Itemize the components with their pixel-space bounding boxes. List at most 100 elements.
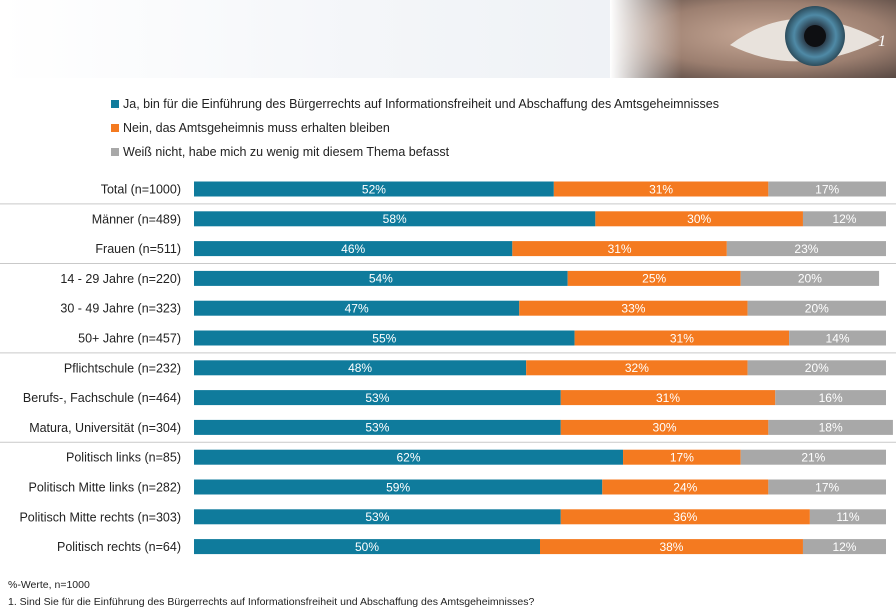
chart-legend: Ja, bin für die Einführung des Bürgerrec… — [111, 92, 719, 164]
data-label-no: 31% — [608, 242, 632, 256]
legend-item-unknown: Weiß nicht, habe mich zu wenig mit diese… — [111, 140, 719, 164]
data-label-yes: 46% — [341, 242, 365, 256]
row-label: 50+ Jahre (n=457) — [78, 332, 181, 346]
page-number: 1 — [878, 33, 886, 50]
data-label-yes: 54% — [369, 272, 393, 286]
row-label: Politisch Mitte rechts (n=303) — [19, 510, 181, 524]
data-label-no: 25% — [642, 272, 666, 286]
bar-segment-unknown — [802, 539, 886, 555]
data-label-no: 31% — [656, 391, 680, 405]
bar-segment-unknown — [747, 300, 886, 316]
row-label: Matura, Universität (n=304) — [29, 421, 181, 435]
bar-segment-no — [540, 539, 803, 555]
bar-segment-unknown — [775, 390, 886, 406]
bar-segment-unknown — [789, 330, 886, 346]
bar-segment-unknown — [747, 360, 886, 376]
data-label-unknown: 18% — [819, 421, 843, 435]
row-label: Politisch links (n=85) — [66, 451, 181, 465]
data-label-unknown: 20% — [798, 272, 822, 286]
bar-segment-unknown — [768, 479, 886, 495]
row-label: Pflichtschule (n=232) — [64, 361, 181, 375]
data-label-unknown: 21% — [801, 451, 825, 465]
stacked-bar-chart: Total (n=1000) 52% 31% 17% Männer (n=489) 58%… — [0, 181, 896, 555]
legend-label-unknown: Weiß nicht, habe mich zu wenig mit diese… — [123, 145, 450, 159]
row-label: 30 - 49 Jahre (n=323) — [60, 302, 181, 316]
bar-segment-no — [623, 449, 741, 465]
footnote-question: 1. Sind Sie für die Einführung des Bürge… — [8, 596, 535, 608]
data-label-no: 32% — [625, 361, 649, 375]
row-label: 14 - 29 Jahre (n=220) — [60, 272, 181, 286]
bar-segment-unknown — [726, 241, 886, 257]
bar-segment-yes — [194, 330, 575, 346]
data-label-unknown: 20% — [805, 302, 829, 316]
bar-segment-unknown — [740, 270, 880, 286]
data-label-yes: 52% — [362, 182, 386, 196]
bar-segment-yes — [194, 241, 513, 257]
row-label: Berufs-, Fachschule (n=464) — [23, 391, 181, 405]
data-label-yes: 48% — [348, 361, 372, 375]
bar-segment-no — [574, 330, 790, 346]
bar-segment-no — [602, 479, 769, 495]
data-label-unknown: 12% — [832, 212, 856, 226]
data-label-no: 30% — [687, 212, 711, 226]
data-label-unknown: 12% — [832, 540, 856, 554]
legend-label-no: Nein, das Amtsgeheimnis muss erhalten bl… — [123, 121, 390, 135]
bar-segment-no — [567, 270, 741, 286]
bar-segment-unknown — [809, 509, 886, 525]
data-label-unknown: 14% — [826, 331, 850, 345]
bar-segment-no — [553, 181, 769, 197]
data-label-unknown: 11% — [836, 510, 859, 524]
data-label-yes: 62% — [397, 451, 421, 465]
row-label: Total (n=1000) — [101, 183, 181, 197]
bar-segment-unknown — [768, 181, 886, 197]
bar-segment-yes — [194, 300, 520, 316]
bar-segment-yes — [194, 181, 554, 197]
footnote-basis: %-Werte, n=1000 — [8, 579, 90, 591]
data-label-yes: 58% — [383, 212, 407, 226]
data-label-yes: 53% — [365, 421, 389, 435]
bar-segment-no — [560, 390, 776, 406]
data-label-yes: 59% — [386, 480, 410, 494]
bar-segment-yes — [194, 509, 561, 525]
data-label-no: 38% — [659, 540, 683, 554]
row-label: Politisch rechts (n=64) — [57, 540, 181, 554]
bar-segment-unknown — [768, 419, 893, 435]
footnote: %-Werte, n=1000 1. Sind Sie für die Einf… — [8, 577, 534, 611]
data-label-no: 33% — [621, 302, 645, 316]
legend-swatch-yes — [111, 100, 119, 108]
data-label-unknown: 16% — [819, 391, 843, 405]
data-label-no: 30% — [653, 421, 677, 435]
eye-banner-image: 1 — [610, 0, 896, 78]
bar-segment-yes — [194, 479, 603, 495]
legend-item-yes: Ja, bin für die Einführung des Bürgerrec… — [111, 92, 719, 116]
legend-item-no: Nein, das Amtsgeheimnis muss erhalten bl… — [111, 116, 719, 140]
bar-segment-yes — [194, 360, 527, 376]
bar-segment-no — [526, 360, 748, 376]
bar-segment-yes — [194, 390, 561, 406]
legend-swatch-unknown — [111, 148, 119, 156]
row-label: Männer (n=489) — [92, 212, 181, 226]
data-label-no: 36% — [673, 510, 697, 524]
row-label: Politisch Mitte links (n=282) — [29, 481, 182, 495]
data-label-unknown: 23% — [794, 242, 818, 256]
row-label: Frauen (n=511) — [95, 242, 181, 256]
bar-segment-yes — [194, 419, 561, 435]
bar-segment-yes — [194, 211, 596, 227]
data-label-unknown: 17% — [815, 182, 839, 196]
bar-segment-yes — [194, 539, 540, 555]
bar-segment-no — [560, 509, 810, 525]
data-label-yes: 53% — [365, 391, 389, 405]
data-label-no: 17% — [670, 451, 694, 465]
bar-segment-no — [519, 300, 748, 316]
legend-swatch-no — [111, 124, 119, 132]
data-label-no: 31% — [670, 331, 694, 345]
bar-segment-yes — [194, 449, 624, 465]
bar-segment-no — [595, 211, 803, 227]
data-label-no: 31% — [649, 182, 673, 196]
data-label-unknown: 17% — [815, 480, 839, 494]
data-label-no: 24% — [673, 480, 697, 494]
bar-segment-no — [512, 241, 727, 257]
data-label-yes: 47% — [345, 302, 369, 316]
bar-segment-no — [560, 419, 769, 435]
bar-segment-unknown — [740, 449, 886, 465]
